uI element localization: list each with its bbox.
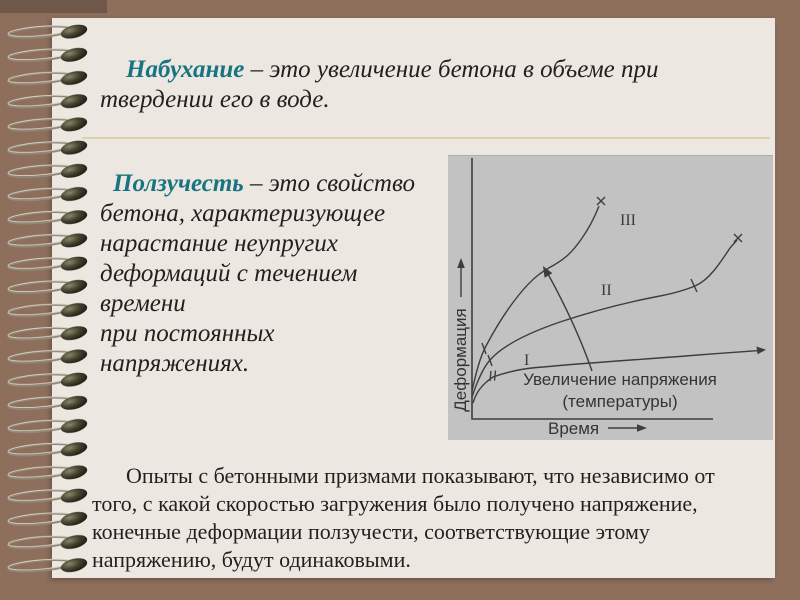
curve-label-ii: II	[601, 282, 612, 299]
x-marker-iii	[596, 196, 606, 206]
axes	[471, 158, 713, 420]
curve-ii	[471, 233, 743, 398]
definition-swelling-text: – это увеличение бетона в объеме при тве…	[100, 56, 659, 113]
y-axis-label: Деформация	[451, 308, 470, 411]
annotation-line2: (температуры)	[562, 392, 677, 411]
cover-shadow-strip	[0, 0, 107, 13]
curve-label-i: I	[524, 352, 529, 369]
spiral-rings	[0, 20, 100, 578]
definition-swelling: Набухание – это увеличение бетона в объе…	[100, 55, 725, 115]
notebook-page: Набухание – это увеличение бетона в объе…	[52, 18, 775, 578]
definition-creep: Ползучесть – это свойство бетона, характ…	[100, 169, 465, 379]
x-axis-arrow-icon	[608, 424, 647, 432]
curve-i	[472, 346, 766, 404]
definition-creep-text: – это свойство бетона, характеризующее н…	[100, 170, 415, 377]
curve-iii	[471, 196, 606, 392]
term-swelling: Набухание	[126, 56, 245, 83]
creep-diagram: Деформация Время I II III	[448, 155, 773, 440]
annotation-line1: Увеличение напряжения	[523, 370, 717, 389]
y-axis-arrow-icon	[457, 258, 465, 297]
body-paragraph: Опыты с бетонными призмами показывают, ч…	[92, 463, 715, 572]
term-creep: Ползучесть	[113, 170, 244, 197]
x-axis-label: Время	[548, 419, 599, 438]
divider-line	[82, 137, 770, 139]
spiral-binding	[0, 20, 100, 578]
curve-label-iii: III	[620, 212, 636, 229]
x-marker-ii	[733, 233, 743, 243]
stress-increase-arrow	[543, 266, 593, 372]
